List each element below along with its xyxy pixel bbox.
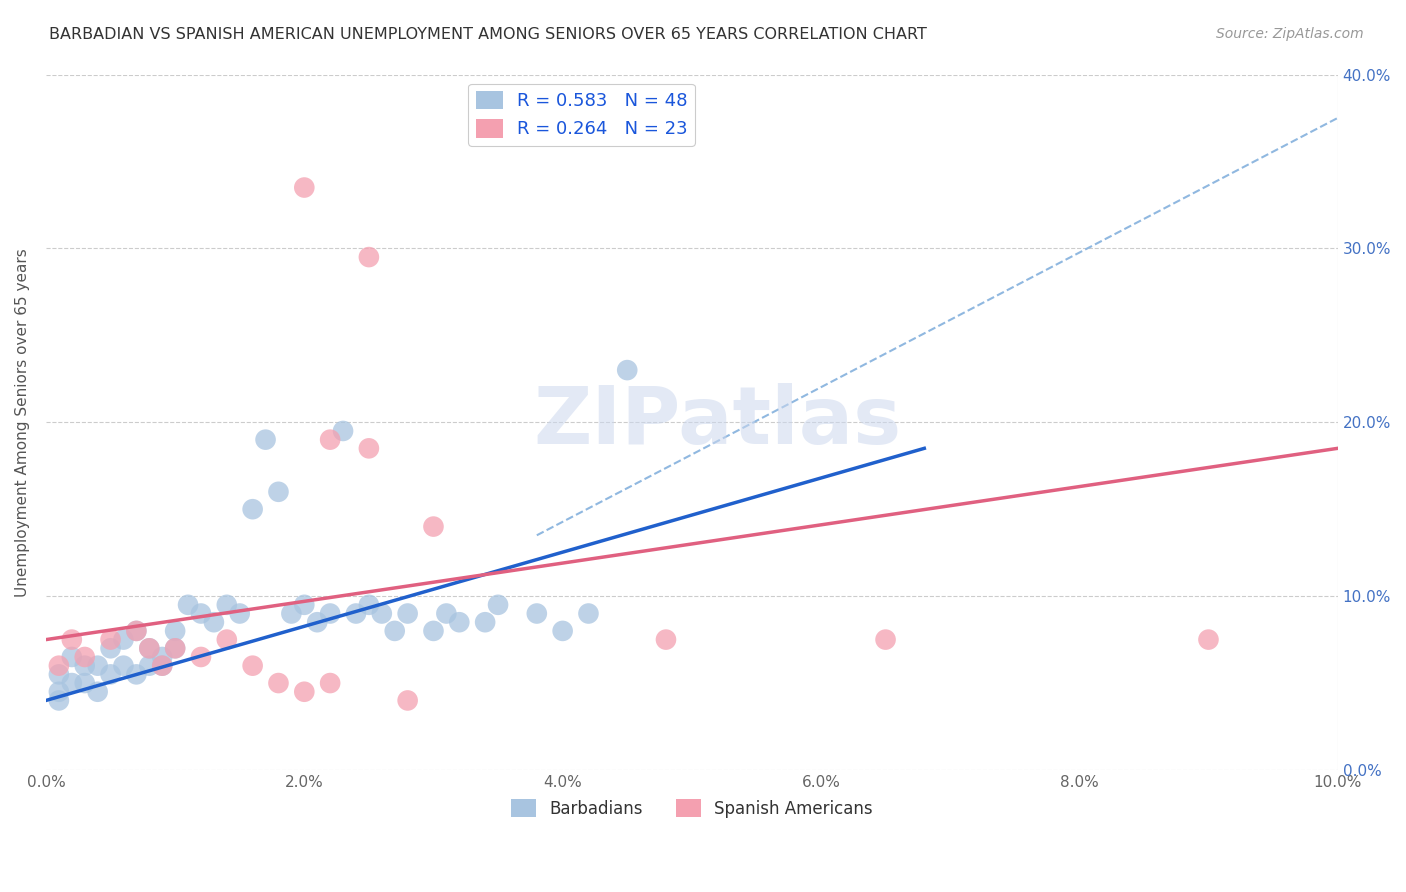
- Point: [319, 607, 342, 621]
- Point: [100, 667, 122, 681]
- Point: [1198, 632, 1220, 647]
- Point: [48, 685, 70, 699]
- Point: [138, 641, 160, 656]
- Point: [138, 641, 160, 656]
- Point: [73, 650, 96, 665]
- Point: [48, 667, 70, 681]
- Point: [60, 650, 83, 665]
- Point: [177, 598, 200, 612]
- Point: [112, 632, 135, 647]
- Point: [215, 632, 238, 647]
- Point: [344, 607, 367, 621]
- Point: [60, 676, 83, 690]
- Point: [48, 693, 70, 707]
- Point: [371, 607, 394, 621]
- Point: [100, 632, 122, 647]
- Point: [202, 615, 225, 630]
- Point: [86, 685, 108, 699]
- Point: [292, 685, 315, 699]
- Point: [655, 632, 678, 647]
- Point: [551, 624, 574, 638]
- Point: [357, 250, 380, 264]
- Text: ZIPatlas: ZIPatlas: [533, 384, 901, 461]
- Point: [165, 624, 187, 638]
- Point: [73, 658, 96, 673]
- Point: [319, 433, 342, 447]
- Point: [357, 598, 380, 612]
- Point: [616, 363, 638, 377]
- Point: [332, 424, 354, 438]
- Point: [242, 502, 264, 516]
- Point: [292, 180, 315, 194]
- Point: [165, 641, 187, 656]
- Point: [449, 615, 471, 630]
- Point: [215, 598, 238, 612]
- Point: [267, 484, 290, 499]
- Point: [190, 607, 212, 621]
- Point: [384, 624, 406, 638]
- Point: [307, 615, 329, 630]
- Point: [150, 658, 173, 673]
- Text: Source: ZipAtlas.com: Source: ZipAtlas.com: [1216, 27, 1364, 41]
- Point: [86, 658, 108, 673]
- Point: [422, 519, 444, 533]
- Point: [125, 624, 148, 638]
- Point: [125, 667, 148, 681]
- Point: [112, 658, 135, 673]
- Point: [357, 442, 380, 456]
- Point: [526, 607, 548, 621]
- Y-axis label: Unemployment Among Seniors over 65 years: Unemployment Among Seniors over 65 years: [15, 248, 30, 597]
- Point: [100, 641, 122, 656]
- Point: [578, 607, 600, 621]
- Point: [242, 658, 264, 673]
- Point: [280, 607, 302, 621]
- Point: [150, 658, 173, 673]
- Point: [254, 433, 277, 447]
- Point: [396, 607, 419, 621]
- Point: [48, 658, 70, 673]
- Point: [165, 641, 187, 656]
- Point: [138, 658, 160, 673]
- Point: [422, 624, 444, 638]
- Point: [228, 607, 250, 621]
- Point: [60, 632, 83, 647]
- Point: [434, 607, 457, 621]
- Point: [73, 676, 96, 690]
- Point: [190, 650, 212, 665]
- Point: [125, 624, 148, 638]
- Point: [474, 615, 496, 630]
- Point: [875, 632, 897, 647]
- Point: [267, 676, 290, 690]
- Text: BARBADIAN VS SPANISH AMERICAN UNEMPLOYMENT AMONG SENIORS OVER 65 YEARS CORRELATI: BARBADIAN VS SPANISH AMERICAN UNEMPLOYME…: [49, 27, 927, 42]
- Point: [150, 650, 173, 665]
- Legend: Barbadians, Spanish Americans: Barbadians, Spanish Americans: [505, 793, 880, 824]
- Point: [396, 693, 419, 707]
- Point: [292, 598, 315, 612]
- Point: [486, 598, 509, 612]
- Point: [319, 676, 342, 690]
